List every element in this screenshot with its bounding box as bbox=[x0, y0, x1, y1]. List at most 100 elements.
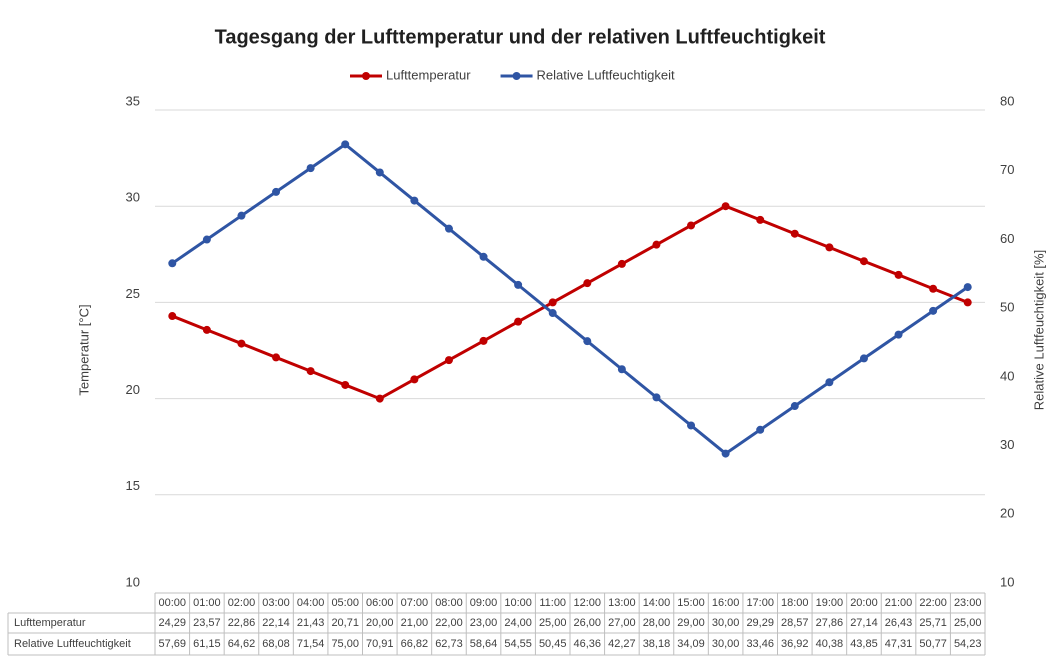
point bbox=[306, 164, 315, 173]
x-tick-label: 20:00 bbox=[850, 597, 878, 609]
x-tick-label: 05:00 bbox=[331, 597, 359, 609]
table-cell: 25,71 bbox=[919, 617, 947, 629]
chart-title: Tagesgang der Lufttemperatur und der rel… bbox=[215, 26, 826, 48]
table-cell: 24,29 bbox=[159, 617, 187, 629]
point bbox=[583, 337, 592, 346]
point bbox=[444, 224, 453, 233]
y2-tick-label: 40 bbox=[1000, 368, 1014, 383]
table-cell: 27,00 bbox=[608, 617, 636, 629]
x-tick-label: 10:00 bbox=[504, 597, 532, 609]
table-cell: 21,43 bbox=[297, 617, 325, 629]
point bbox=[514, 280, 523, 289]
point bbox=[375, 168, 384, 177]
x-tick-label: 15:00 bbox=[677, 597, 705, 609]
table-cell: 30,00 bbox=[712, 638, 740, 650]
table-row-label: Lufttemperatur bbox=[14, 617, 86, 629]
x-tick-label: 19:00 bbox=[816, 597, 844, 609]
x-tick-label: 14:00 bbox=[643, 597, 671, 609]
table-cell: 21,00 bbox=[401, 617, 429, 629]
point bbox=[652, 240, 661, 249]
table-cell: 64,62 bbox=[228, 638, 256, 650]
point bbox=[963, 283, 972, 292]
table-cell: 75,00 bbox=[331, 638, 359, 650]
x-tick-label: 17:00 bbox=[746, 597, 774, 609]
series-line bbox=[171, 204, 969, 401]
x-tick-label: 11:00 bbox=[539, 597, 566, 609]
table-cell: 33,46 bbox=[746, 638, 774, 650]
point bbox=[202, 325, 211, 334]
point bbox=[479, 336, 488, 345]
table-cell: 68,08 bbox=[262, 638, 290, 650]
x-tick-label: 04:00 bbox=[297, 597, 325, 609]
point bbox=[237, 339, 246, 348]
point bbox=[929, 284, 938, 293]
point bbox=[721, 202, 730, 211]
legend-label: Lufttemperatur bbox=[386, 67, 471, 82]
x-tick-label: 01:00 bbox=[193, 597, 221, 609]
table-cell: 25,00 bbox=[954, 617, 982, 629]
point bbox=[548, 309, 557, 318]
table-cell: 70,91 bbox=[366, 638, 394, 650]
point bbox=[341, 140, 350, 149]
table-cell: 50,45 bbox=[539, 638, 567, 650]
point bbox=[237, 211, 246, 220]
legend-label: Relative Luftfeuchtigkeit bbox=[537, 67, 675, 82]
table-cell: 50,77 bbox=[919, 638, 947, 650]
x-tick-label: 16:00 bbox=[712, 597, 740, 609]
table-cell: 22,14 bbox=[262, 617, 290, 629]
point bbox=[894, 330, 903, 339]
table-cell: 22,86 bbox=[228, 617, 256, 629]
table-cell: 34,09 bbox=[677, 638, 705, 650]
table-cell: 28,57 bbox=[781, 617, 809, 629]
y2-axis-title: Relative Luftfeuchtigkeit [%] bbox=[1031, 250, 1046, 410]
table-cell: 25,00 bbox=[539, 617, 567, 629]
y2-tick-label: 10 bbox=[1000, 574, 1014, 589]
series-line bbox=[171, 142, 969, 456]
table-cell: 54,55 bbox=[504, 638, 532, 650]
point bbox=[756, 215, 765, 224]
x-tick-label: 02:00 bbox=[228, 597, 256, 609]
point bbox=[859, 257, 868, 266]
table-cell: 54,23 bbox=[954, 638, 982, 650]
table-cell: 57,69 bbox=[159, 638, 187, 650]
point bbox=[721, 449, 730, 458]
point bbox=[272, 187, 281, 196]
point bbox=[687, 421, 696, 430]
y2-tick-label: 50 bbox=[1000, 300, 1014, 315]
point bbox=[790, 402, 799, 411]
table-cell: 66,82 bbox=[401, 638, 429, 650]
y2-tick-label: 70 bbox=[1000, 162, 1014, 177]
point bbox=[202, 235, 211, 244]
point bbox=[894, 270, 903, 279]
table-cell: 26,43 bbox=[885, 617, 913, 629]
legend-marker bbox=[512, 72, 521, 80]
point bbox=[825, 243, 834, 252]
table-cell: 43,85 bbox=[850, 638, 878, 650]
point bbox=[168, 312, 177, 321]
table-cell: 46,36 bbox=[574, 638, 602, 650]
point bbox=[756, 425, 765, 434]
y-tick-label: 30 bbox=[126, 190, 140, 205]
point bbox=[790, 229, 799, 238]
point bbox=[652, 393, 661, 402]
y-tick-label: 25 bbox=[126, 286, 140, 301]
y-tick-label: 10 bbox=[126, 574, 140, 589]
point bbox=[859, 354, 868, 363]
table-cell: 71,54 bbox=[297, 638, 325, 650]
table-cell: 47,31 bbox=[885, 638, 913, 650]
table-cell: 23,57 bbox=[193, 617, 221, 629]
x-tick-label: 13:00 bbox=[608, 597, 636, 609]
table-cell: 23,00 bbox=[470, 617, 498, 629]
y-axis-title: Temperatur [°C] bbox=[76, 304, 91, 395]
point bbox=[617, 259, 626, 268]
table-cell: 62,73 bbox=[435, 638, 463, 650]
x-tick-label: 18:00 bbox=[781, 597, 809, 609]
y-tick-label: 20 bbox=[126, 382, 140, 397]
x-tick-label: 00:00 bbox=[159, 597, 187, 609]
x-tick-label: 07:00 bbox=[401, 597, 429, 609]
point bbox=[617, 365, 626, 374]
point bbox=[410, 196, 419, 205]
point bbox=[341, 380, 350, 389]
table-cell: 20,00 bbox=[366, 617, 394, 629]
